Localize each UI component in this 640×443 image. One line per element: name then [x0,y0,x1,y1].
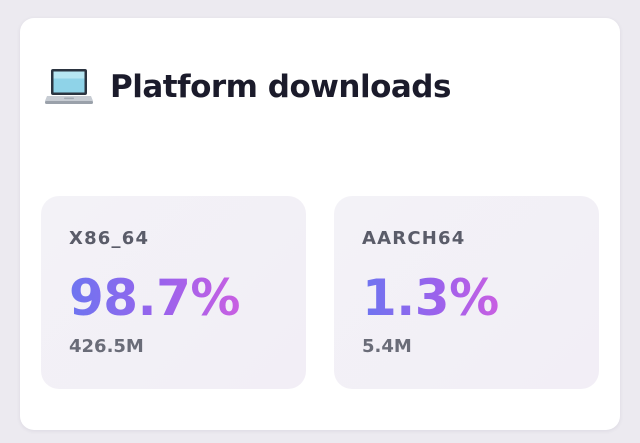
stat-percentage: 1.3% [362,269,499,327]
stat-x86-64: X86_64 98.7% 426.5M [41,196,306,389]
stat-label: AARCH64 [362,228,466,249]
stat-download-count: 5.4M [362,336,412,357]
stat-label: X86_64 [69,228,150,249]
stat-aarch64: AARCH64 1.3% 5.4M [334,196,599,389]
platform-downloads-card: Platform downloads X86_64 98.7% 426.5M A… [20,18,620,430]
stat-percentage: 98.7% [69,269,240,327]
card-header: Platform downloads [44,68,451,106]
stat-download-count: 426.5M [69,336,144,357]
card-title: Platform downloads [110,69,451,105]
laptop-icon [45,69,93,104]
